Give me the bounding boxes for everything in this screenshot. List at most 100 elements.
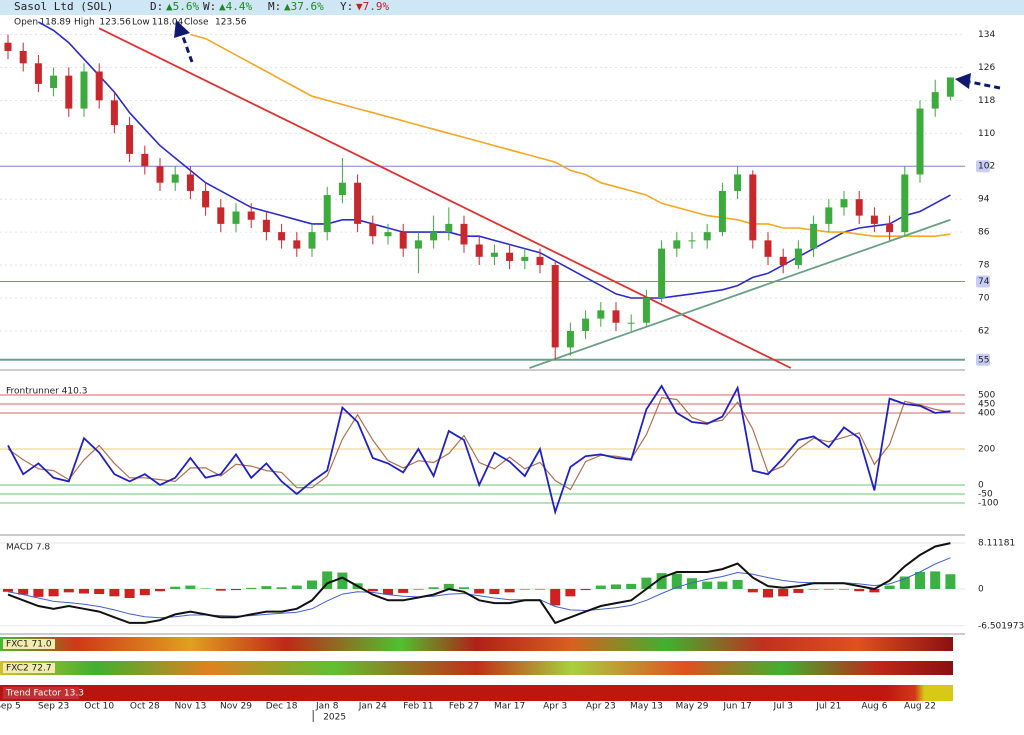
candle-body — [110, 100, 118, 126]
oscillator-line — [7, 384, 951, 516]
histogram-bar — [671, 573, 682, 589]
histogram-bar — [367, 588, 378, 592]
x-tick-label: Feb 27 — [449, 702, 479, 712]
y-tick-label: 400 — [978, 409, 995, 419]
y-tick-label: 450 — [978, 400, 995, 410]
histogram-bar — [899, 576, 910, 589]
histogram-bar — [504, 588, 515, 593]
header-band — [0, 0, 1024, 15]
histogram-bar — [550, 588, 561, 606]
histogram-bar — [291, 585, 302, 589]
histogram-bar — [109, 588, 120, 597]
histogram-bar — [778, 588, 789, 597]
candle-body — [217, 207, 225, 224]
candle-body — [855, 199, 863, 216]
oscillator-line — [7, 397, 951, 491]
histogram-bar — [595, 585, 606, 589]
histogram-bar — [945, 574, 956, 589]
histogram-bar — [823, 588, 834, 590]
x-tick-label: Aug 22 — [904, 702, 936, 712]
candle-body — [475, 244, 483, 257]
panel-title: Frontrunner 410.3 — [6, 387, 87, 397]
histogram-bar — [915, 571, 925, 589]
x-tick-label: Jul 3 — [772, 702, 792, 712]
histogram-bar — [428, 587, 439, 589]
histogram-bar — [793, 588, 804, 593]
y-tick-label: 62 — [978, 326, 989, 336]
candle-body — [95, 71, 103, 101]
candle-body — [612, 310, 620, 323]
histogram-bar — [155, 588, 165, 592]
histogram-bar — [231, 588, 241, 591]
ohlc-value: 123.56 — [215, 18, 247, 28]
histogram-bar — [94, 588, 105, 595]
candle-body — [278, 232, 286, 241]
histogram-bar — [519, 588, 530, 590]
candle-body — [338, 182, 346, 196]
x-tick-label: Nov 29 — [220, 702, 252, 712]
x-tick-label: Oct 28 — [130, 702, 160, 712]
histogram-bar — [398, 588, 409, 593]
change-value: ▲37.6% — [284, 0, 324, 13]
histogram-bar — [33, 588, 44, 597]
histogram-bar — [459, 587, 469, 589]
x-tick-label: Feb 11 — [403, 702, 433, 712]
candle-body — [703, 232, 711, 241]
candle-body — [50, 75, 58, 88]
y-tick-label: 94 — [978, 195, 990, 205]
x-tick-label: May 29 — [676, 702, 709, 712]
candle-body — [141, 153, 149, 167]
candle-body — [794, 248, 802, 266]
candle-body — [566, 330, 574, 348]
macd-line — [7, 557, 951, 619]
histogram-bar — [717, 581, 728, 589]
heat-strip — [0, 661, 953, 675]
level-label: 55 — [978, 355, 989, 365]
candle-body — [734, 174, 742, 191]
change-period: D: — [150, 0, 163, 13]
y-tick-label: -100 — [978, 499, 999, 509]
y-tick-label: 126 — [978, 63, 995, 73]
x-tick-label: Mar 17 — [494, 702, 525, 712]
y-tick-label: 500 — [978, 391, 995, 401]
candle-body — [749, 174, 757, 241]
candle-body — [870, 215, 878, 224]
candle-body — [323, 195, 331, 233]
level-label-box — [976, 353, 990, 366]
candle-body — [384, 232, 392, 237]
y-tick-label: 110 — [978, 129, 995, 139]
level-label-box — [976, 275, 990, 288]
candle-body — [19, 50, 27, 64]
histogram-bar — [261, 586, 272, 589]
x-tick-label: Jan 24 — [358, 702, 387, 712]
histogram-bar — [215, 588, 226, 591]
y-tick-label: 78 — [978, 261, 990, 271]
change-period: M: — [268, 0, 281, 13]
histogram-bar — [48, 588, 59, 597]
candle-body — [65, 75, 73, 109]
histogram-bar — [474, 588, 485, 594]
candle-body — [597, 310, 605, 319]
histogram-bar — [3, 588, 13, 592]
candle-body — [946, 77, 954, 97]
histogram-bar — [246, 587, 257, 589]
histogram-bar — [139, 588, 150, 596]
candle-body — [186, 174, 194, 191]
histogram-bar — [383, 588, 393, 595]
y-tick-label: 118 — [978, 96, 995, 106]
change-value: ▲4.4% — [219, 0, 252, 13]
candle-body — [34, 63, 42, 84]
candle-body — [232, 211, 240, 224]
histogram-bar — [656, 573, 667, 589]
candle-body — [718, 190, 726, 233]
histogram-bar — [808, 588, 819, 590]
y-tick-label: 70 — [978, 294, 990, 304]
x-tick-label: Aug 6 — [861, 702, 887, 712]
histogram-bar — [337, 572, 348, 589]
candle-body — [673, 240, 681, 249]
histogram-bar — [18, 588, 29, 595]
candle-body — [126, 125, 134, 154]
strip-label: Trend Factor 13.3 — [5, 689, 84, 699]
x-tick-label: Sep 5 — [0, 702, 21, 712]
